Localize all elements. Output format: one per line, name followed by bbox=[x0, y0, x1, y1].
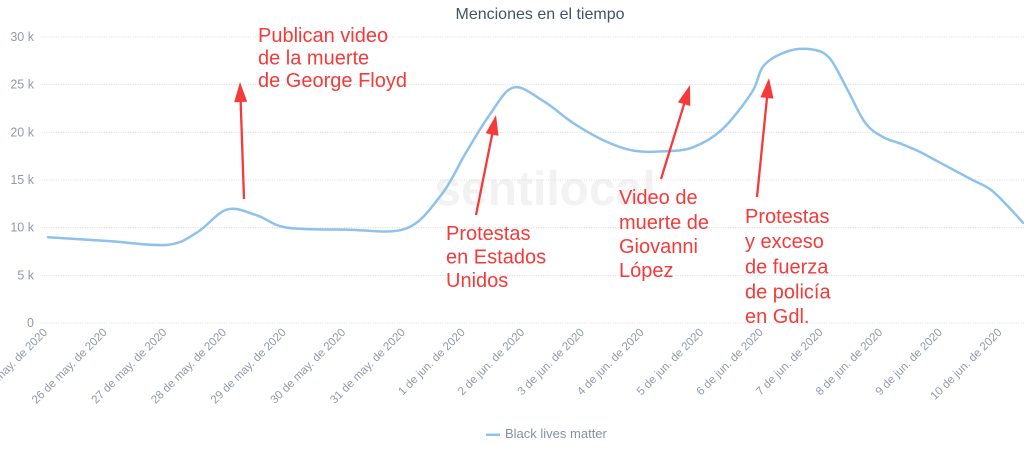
svg-text:de George Floyd: de George Floyd bbox=[258, 70, 407, 92]
svg-text:5 k: 5 k bbox=[17, 268, 34, 282]
svg-text:y exceso: y exceso bbox=[745, 231, 824, 253]
svg-text:Black lives matter: Black lives matter bbox=[505, 426, 608, 441]
svg-text:de policía: de policía bbox=[745, 282, 831, 304]
svg-text:Giovanni: Giovanni bbox=[619, 236, 698, 258]
svg-text:López: López bbox=[619, 260, 674, 282]
svg-text:en Estados: en Estados bbox=[446, 247, 546, 269]
svg-text:25 k: 25 k bbox=[10, 78, 34, 92]
svg-text:de la muerte: de la muerte bbox=[258, 48, 369, 70]
svg-text:Video de: Video de bbox=[619, 187, 698, 209]
svg-text:10 k: 10 k bbox=[10, 221, 34, 235]
svg-text:en Gdl.: en Gdl. bbox=[745, 306, 809, 328]
svg-text:15 k: 15 k bbox=[10, 173, 34, 187]
svg-text:muerte de: muerte de bbox=[619, 212, 709, 234]
svg-text:Publican video: Publican video bbox=[258, 25, 388, 47]
svg-text:Unidos: Unidos bbox=[446, 270, 508, 292]
svg-text:Protestas: Protestas bbox=[745, 206, 829, 228]
svg-text:30 k: 30 k bbox=[10, 30, 34, 44]
svg-text:Protestas: Protestas bbox=[446, 223, 530, 245]
svg-text:0: 0 bbox=[27, 316, 34, 330]
svg-text:20 k: 20 k bbox=[10, 125, 34, 139]
svg-text:de fuerza: de fuerza bbox=[745, 257, 829, 279]
